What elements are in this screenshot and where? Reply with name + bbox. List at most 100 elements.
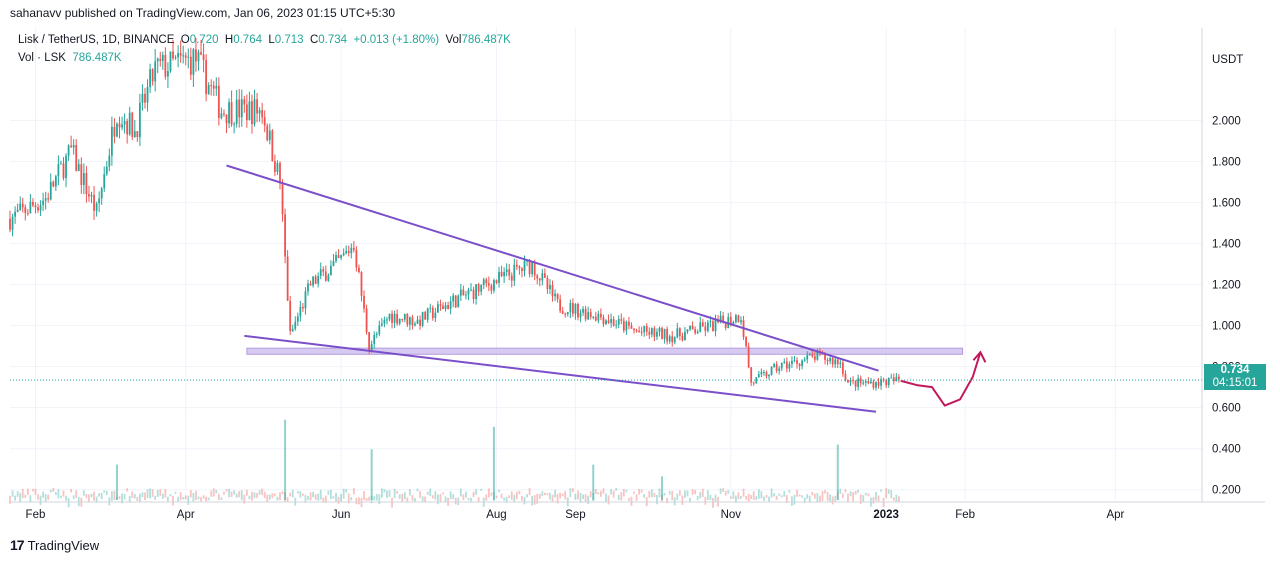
volume-bar [136, 497, 139, 501]
volume-bar [821, 490, 824, 501]
candle-body [734, 315, 737, 323]
candle-body [307, 283, 309, 292]
volume-bar [388, 490, 391, 497]
candle-body [801, 360, 804, 366]
candle-body [138, 102, 141, 138]
volume-bar [513, 494, 516, 503]
candle-body [602, 317, 605, 325]
volume-bar [93, 491, 95, 501]
volume-bar [184, 495, 187, 500]
candle-body [880, 379, 882, 386]
volume-bar [454, 497, 457, 505]
x-tick-label: Feb [26, 509, 46, 521]
candle-body [898, 376, 900, 380]
candle-body [52, 181, 55, 187]
tradingview-brand-label: TradingView [27, 537, 100, 553]
candle-body [681, 335, 684, 341]
volume-bar [408, 489, 411, 496]
volume-bar [554, 489, 556, 498]
candle-body [867, 381, 870, 384]
volume-bar [470, 497, 472, 502]
volume-bar [617, 494, 620, 501]
y-tick-label: 1.000 [1212, 321, 1241, 333]
volume-bar [235, 493, 238, 498]
candle-body [564, 313, 567, 315]
candle-body [592, 316, 595, 318]
candle-body [857, 378, 860, 387]
candle-body [691, 325, 694, 330]
candle-body [785, 361, 788, 369]
volume-bar [536, 493, 539, 504]
chart-grid [10, 28, 1202, 500]
volume-bar [29, 495, 32, 502]
candle-body [368, 332, 371, 352]
volume-bar [276, 496, 279, 501]
candle-body [694, 329, 697, 334]
candle-body [19, 203, 22, 210]
y-tick-label: 0.200 [1212, 485, 1241, 497]
volume-bar [459, 488, 462, 497]
candle-body [640, 331, 643, 333]
candle-body [67, 145, 70, 156]
volume-bar [279, 492, 281, 501]
candle-body [459, 289, 462, 296]
candle-body [607, 320, 610, 323]
candle-body [686, 329, 689, 332]
volume-bar [273, 493, 276, 497]
volume-bar [480, 488, 483, 491]
candle-body [643, 326, 646, 333]
volume-bar [462, 494, 465, 501]
volume-bar [393, 488, 396, 499]
currency-label: USDT [1212, 54, 1243, 66]
volume-bar [628, 497, 630, 501]
candle-body [192, 49, 195, 75]
candle-body [605, 320, 607, 325]
volume-bar [600, 490, 602, 497]
volume-bar [589, 491, 592, 498]
candle-body [235, 99, 238, 124]
volume-bar [864, 492, 867, 496]
symbol-label[interactable]: Lisk / TetherUS, 1D, BINANCE [18, 34, 175, 46]
candle-body [706, 322, 709, 331]
tradingview-brand[interactable]: 17 TradingView [10, 537, 99, 553]
volume-bar [811, 492, 814, 496]
volume-bar [177, 496, 180, 502]
volume-bar [138, 493, 141, 503]
open-label: O [180, 34, 190, 46]
volume-bar [571, 488, 574, 493]
volume-bar [465, 491, 467, 498]
candle-body [676, 328, 679, 338]
candle-body [279, 163, 281, 184]
candle-body [128, 112, 131, 135]
candle-body [763, 372, 765, 374]
volume-bar [475, 489, 478, 495]
volume-bar [65, 495, 67, 501]
candle-body [154, 61, 157, 82]
volume-spike [836, 444, 839, 500]
volume-bar [684, 490, 686, 498]
candle-body [704, 326, 707, 331]
candle-body [829, 358, 832, 362]
volume-spike [661, 476, 664, 500]
volume-bar [803, 497, 806, 503]
candle-body [271, 130, 274, 162]
candle-body [421, 311, 424, 326]
volume-bar [745, 495, 747, 500]
candle-body [594, 316, 597, 321]
candle-body [671, 336, 674, 343]
volume-bar [317, 493, 320, 501]
volume-bar [531, 495, 534, 506]
candle-body [714, 319, 717, 332]
candle-body [215, 85, 218, 89]
candle-body [103, 174, 106, 189]
candle-body [656, 331, 658, 337]
candle-body [480, 284, 483, 292]
volume-bar [149, 488, 151, 499]
volume-bar [633, 491, 635, 494]
candle-body [304, 291, 307, 309]
candle-body [37, 207, 39, 211]
volume-indicator-label[interactable]: Vol · LSK [18, 52, 66, 64]
candle-body [589, 312, 592, 317]
volume-bar [808, 495, 811, 503]
